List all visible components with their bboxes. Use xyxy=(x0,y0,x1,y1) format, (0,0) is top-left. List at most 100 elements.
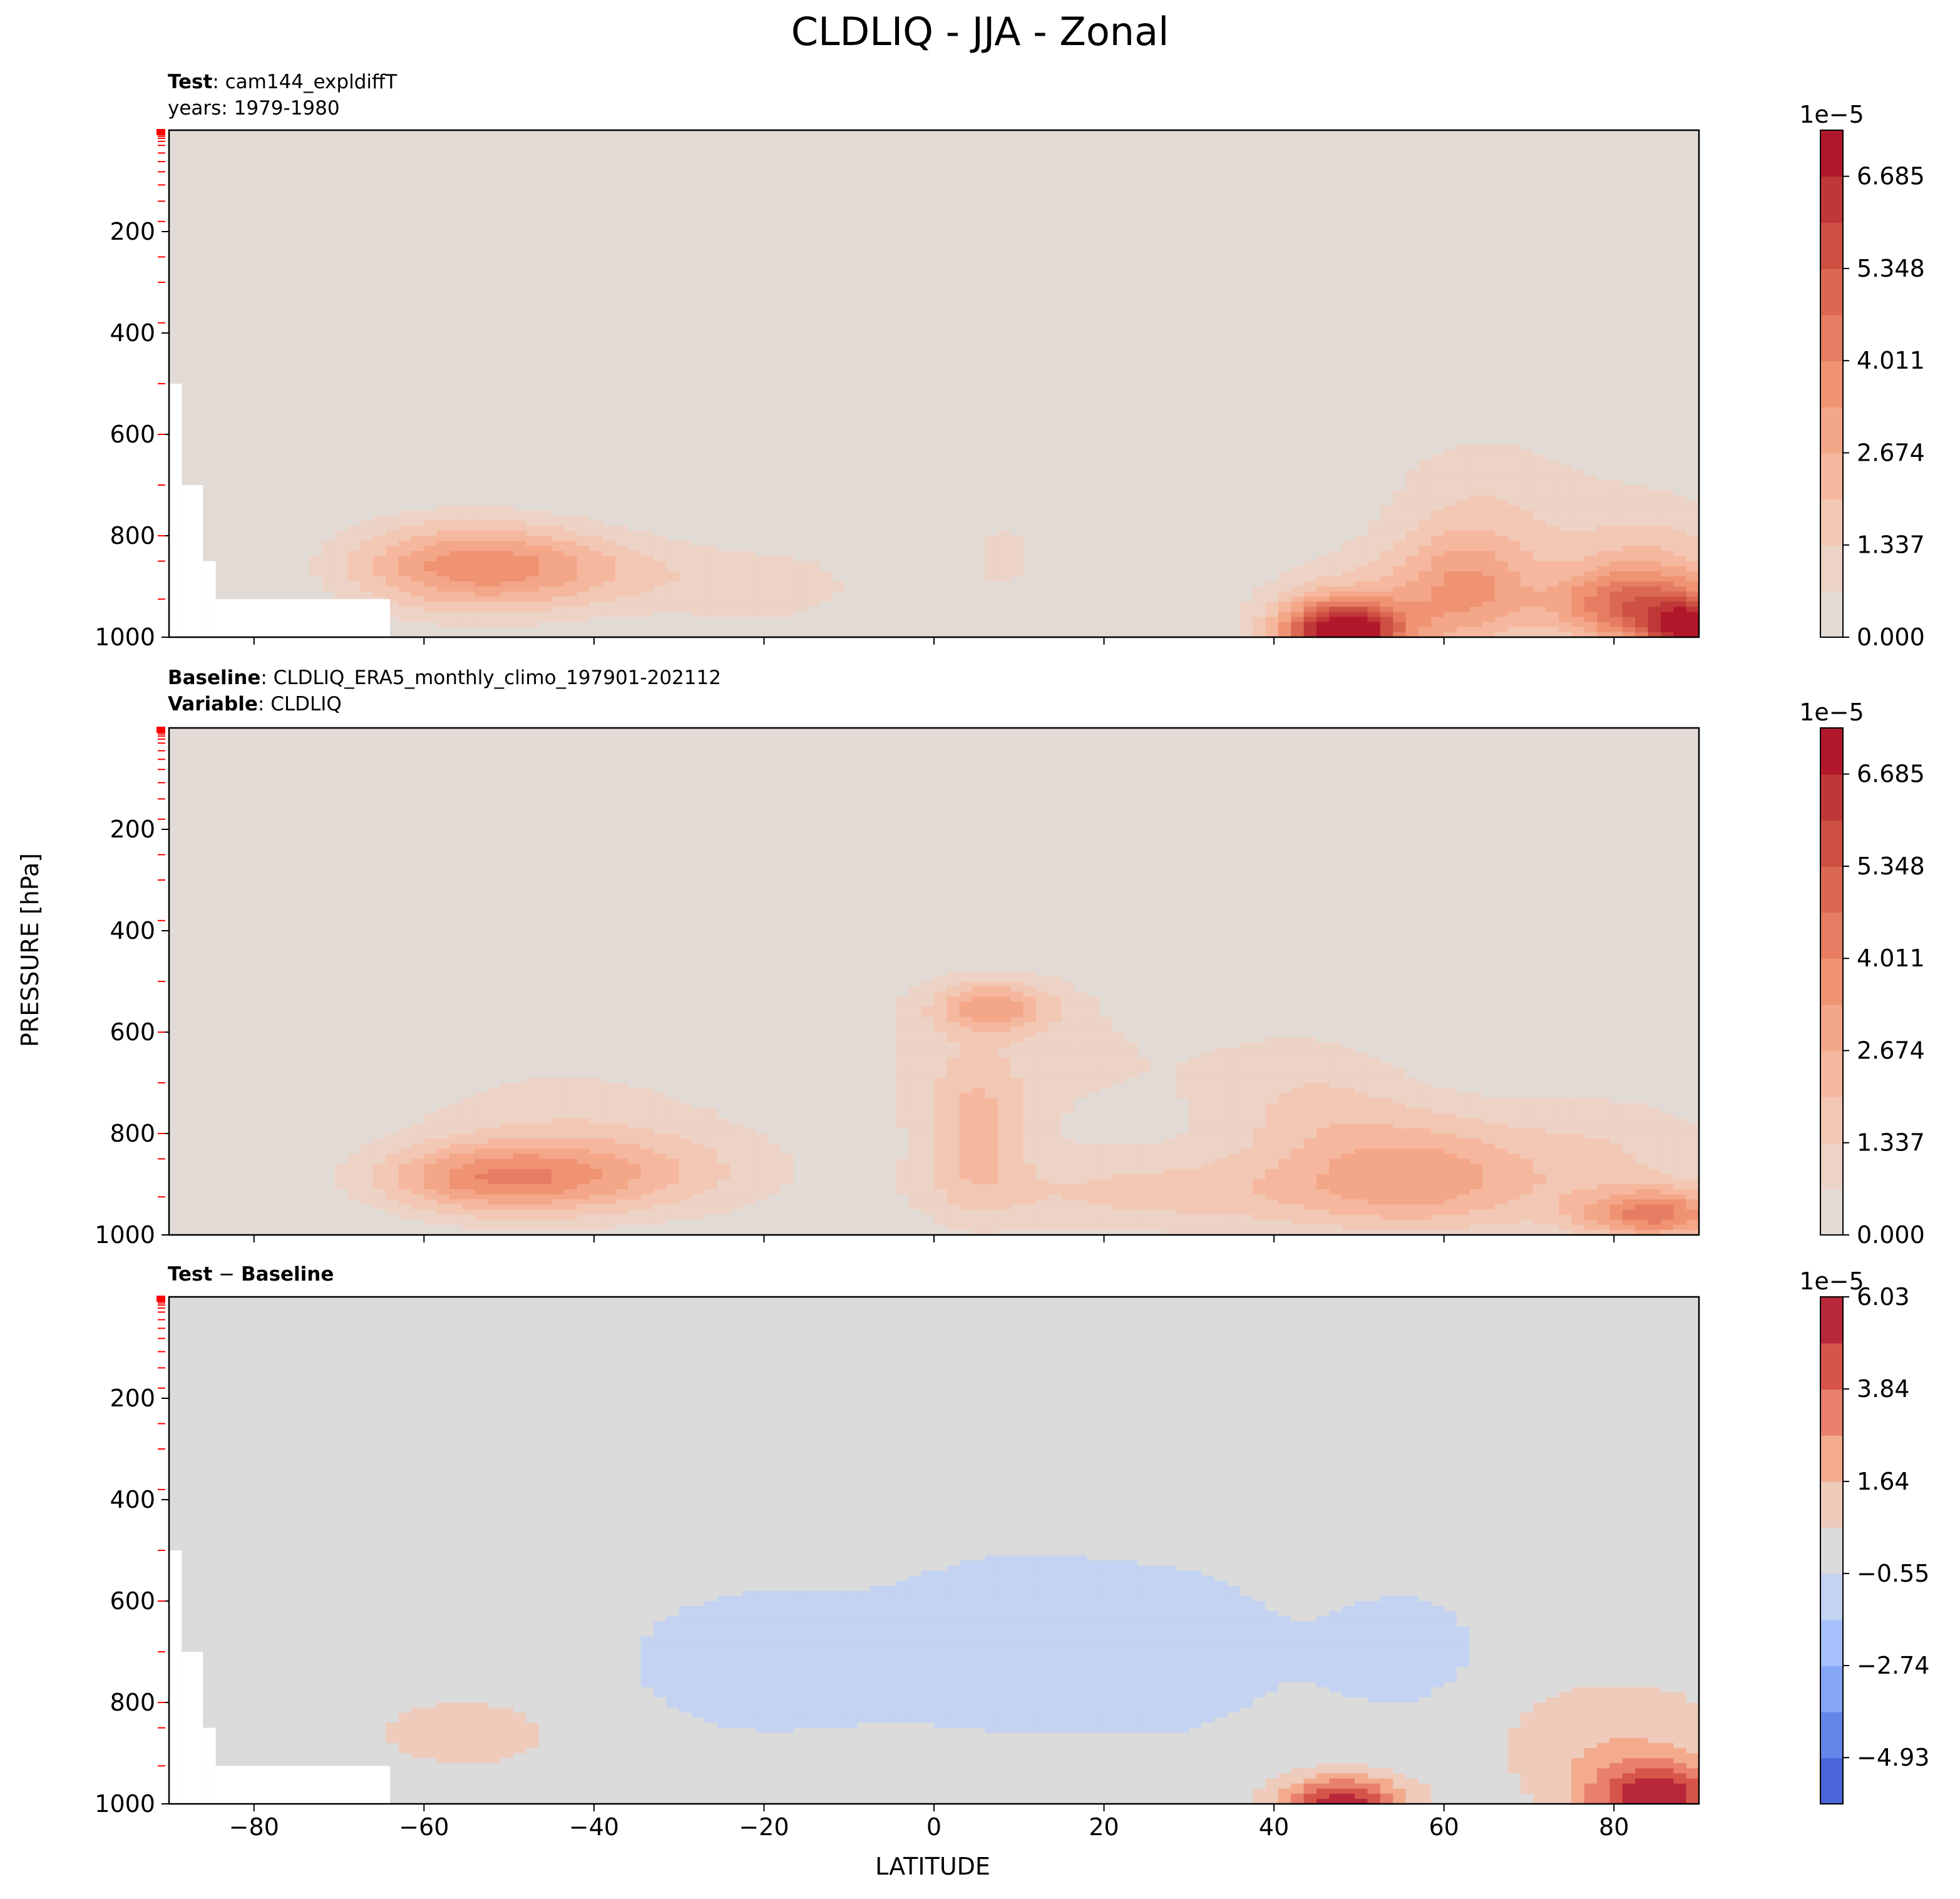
contour-cell xyxy=(322,571,336,577)
contour-cell xyxy=(258,551,272,557)
contour-cell xyxy=(717,155,731,161)
contour-cell xyxy=(717,576,731,582)
contour-cell xyxy=(245,257,259,263)
contour-cell xyxy=(564,302,578,309)
contour-cell xyxy=(666,130,680,136)
contour-cell xyxy=(207,434,221,440)
contour-cell xyxy=(538,525,552,531)
contour-cell xyxy=(322,287,336,293)
contour-cell xyxy=(372,252,387,258)
contour-cell xyxy=(347,505,361,511)
contour-cell xyxy=(462,368,476,374)
contour-cell xyxy=(640,546,654,552)
contour-cell xyxy=(590,333,603,339)
contour-cell xyxy=(730,561,744,567)
contour-cell xyxy=(742,287,756,293)
contour-cell xyxy=(781,186,794,192)
contour-cell xyxy=(602,211,616,217)
contour-cell xyxy=(615,175,629,182)
contour-cell xyxy=(538,135,552,141)
contour-cell xyxy=(692,338,705,344)
contour-cell xyxy=(692,510,705,516)
contour-cell xyxy=(793,373,808,379)
contour-cell xyxy=(258,242,272,248)
contour-cell xyxy=(781,175,794,182)
contour-cell xyxy=(692,155,705,161)
contour-cell xyxy=(398,490,412,496)
contour-cell xyxy=(488,242,501,248)
contour-cell xyxy=(475,434,488,440)
contour-cell xyxy=(755,586,769,592)
contour-cell xyxy=(309,130,323,136)
contour-cell xyxy=(513,586,527,592)
contour-cell xyxy=(628,500,642,506)
contour-cell xyxy=(347,267,361,273)
contour-cell xyxy=(284,561,297,567)
contour-cell xyxy=(513,150,527,156)
contour-cell xyxy=(564,546,578,552)
contour-cell xyxy=(488,307,501,314)
contour-cell xyxy=(742,322,756,329)
contour-cell xyxy=(258,155,272,161)
contour-cell xyxy=(666,181,680,187)
contour-cell xyxy=(386,211,399,217)
contour-cell xyxy=(462,191,476,197)
contour-cell xyxy=(755,186,769,192)
contour-cell xyxy=(372,237,387,242)
contour-cell xyxy=(309,181,323,187)
contour-cell xyxy=(526,145,540,151)
contour-cell xyxy=(436,409,450,415)
contour-cell xyxy=(245,282,259,288)
contour-cell xyxy=(526,140,540,146)
contour-cell xyxy=(513,287,527,293)
contour-cell xyxy=(424,170,438,177)
contour-cell xyxy=(768,541,782,546)
contour-cell xyxy=(590,464,603,471)
contour-cell xyxy=(704,165,718,171)
contour-cell xyxy=(475,343,488,349)
contour-cell xyxy=(666,191,680,197)
contour-cell xyxy=(449,160,463,166)
contour-cell xyxy=(552,140,565,146)
contour-cell xyxy=(742,160,756,166)
contour-cell xyxy=(220,551,233,557)
contour-cell xyxy=(424,490,438,496)
contour-cell xyxy=(398,596,412,603)
contour-cell xyxy=(398,135,412,141)
contour-cell xyxy=(755,622,769,628)
contour-cell xyxy=(220,500,233,506)
contour-cell xyxy=(245,226,259,232)
contour-cell xyxy=(488,150,501,156)
contour-cell xyxy=(781,165,794,171)
contour-cell xyxy=(755,419,769,425)
contour-cell xyxy=(309,257,323,263)
contour-cell xyxy=(182,439,195,445)
contour-cell xyxy=(717,272,731,278)
contour-cell xyxy=(462,404,476,410)
contour-cell xyxy=(577,257,590,263)
contour-cell xyxy=(398,348,412,354)
contour-cell xyxy=(296,454,310,461)
contour-cell xyxy=(436,424,450,430)
contour-cell xyxy=(755,444,769,451)
contour-cell xyxy=(628,454,642,461)
contour-cell xyxy=(793,474,808,481)
contour-cell xyxy=(194,242,208,248)
contour-cell xyxy=(360,378,374,384)
contour-cell xyxy=(500,186,514,192)
contour-cell xyxy=(245,140,259,146)
contour-cell xyxy=(194,414,208,420)
contour-cell xyxy=(590,459,603,466)
contour-cell xyxy=(386,485,399,491)
contour-cell xyxy=(628,186,642,192)
contour-cell xyxy=(526,449,540,456)
contour-cell xyxy=(309,232,323,237)
contour-cell xyxy=(232,338,246,344)
contour-cell xyxy=(730,617,744,623)
contour-cell xyxy=(296,196,310,202)
contour-cell xyxy=(347,226,361,232)
contour-cell xyxy=(717,140,731,146)
contour-cell xyxy=(322,140,336,146)
contour-cell xyxy=(781,155,794,161)
contour-cell xyxy=(577,170,590,177)
